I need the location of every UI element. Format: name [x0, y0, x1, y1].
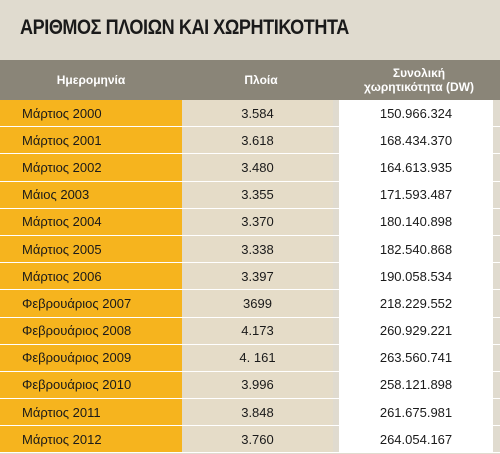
cell-date: Μάρτιος 2001	[0, 127, 182, 154]
cell-ships: 3.370	[182, 208, 333, 235]
table-row: Μάιος 2003 3.355 171.593.487	[0, 181, 500, 209]
cell-ships: 4. 161	[182, 344, 333, 371]
header-date: Ημερομηνία	[56, 73, 126, 87]
table-row: Μάρτιος 2011 3.848 261.675.981	[0, 399, 500, 427]
row-divider	[0, 180, 500, 182]
cell-date: Μάρτιος 2006	[0, 263, 182, 290]
row-divider	[0, 289, 500, 291]
cell-ships: 3.338	[182, 235, 333, 263]
table-row: Φεβρουάριος 2007 3699 218.229.552	[0, 290, 500, 318]
row-divider	[0, 316, 500, 318]
table-row: Μάρτιος 2002 3.480 164.613.935	[0, 154, 500, 182]
cell-ships: 3.760	[182, 426, 333, 453]
header-ships: Πλοία	[244, 73, 278, 87]
cell-ships: 4.173	[182, 317, 333, 344]
cell-capacity: 164.613.935	[339, 154, 493, 181]
cell-capacity: 168.434.370	[339, 127, 493, 154]
table-row: Μάρτιος 2005 3.338 182.540.868	[0, 235, 500, 264]
row-divider	[0, 234, 500, 236]
table-row: Μάρτιος 2006 3.397 190.058.534	[0, 263, 500, 291]
table-header: Ημερομηνία Πλοία Συνολική χωρητικότητα (…	[0, 60, 500, 100]
row-divider	[0, 262, 500, 264]
cell-ships: 3.996	[182, 371, 333, 399]
cell-date: Φεβρουάριος 2008	[0, 317, 182, 344]
row-divider	[0, 425, 500, 427]
cell-date: Μάρτιος 2002	[0, 154, 182, 181]
cell-date: Φεβρουάριος 2007	[0, 290, 182, 317]
row-divider	[0, 207, 500, 209]
cell-capacity: 264.054.167	[339, 426, 493, 453]
row-divider	[0, 343, 500, 345]
table-row: Φεβρουάριος 2008 4.173 260.929.221	[0, 317, 500, 345]
table-row: Μάρτιος 2012 3.760 264.054.167	[0, 426, 500, 454]
cell-capacity: 218.229.552	[339, 290, 493, 317]
cell-date: Μάρτιος 2012	[0, 426, 182, 453]
header-capacity: Συνολική χωρητικότητα (DW)	[340, 60, 498, 100]
table-row: Φεβρουάριος 2010 3.996 258.121.898	[0, 371, 500, 400]
table-row: Φεβρουάριος 2009 4. 161 263.560.741	[0, 344, 500, 372]
cell-date: Μάρτιος 2011	[0, 399, 182, 426]
cell-ships: 3.397	[182, 263, 333, 290]
cell-capacity: 263.560.741	[339, 344, 493, 371]
cell-capacity: 260.929.221	[339, 317, 493, 344]
cell-ships: 3.355	[182, 181, 333, 208]
cell-capacity: 171.593.487	[339, 181, 493, 208]
cell-capacity: 261.675.981	[339, 399, 493, 426]
cell-date: Φεβρουάριος 2010	[0, 371, 182, 399]
row-divider	[0, 126, 500, 128]
cell-capacity: 190.058.534	[339, 263, 493, 290]
table-row: Μάρτιος 2001 3.618 168.434.370	[0, 127, 500, 155]
table-row: Μάρτιος 2000 3.584 150.966.324	[0, 100, 500, 128]
row-divider	[0, 452, 500, 454]
table-body: Μάρτιος 2000 3.584 150.966.324 Μάρτιος 2001…	[0, 100, 500, 454]
cell-capacity: 258.121.898	[339, 371, 493, 399]
row-divider	[0, 153, 500, 155]
cell-ships: 3.480	[182, 154, 333, 181]
table-title: ΑΡΙΘΜΟΣ ΠΛΟΙΩΝ ΚΑΙ ΧΩΡΗΤΙΚΟΤΗΤΑ	[20, 16, 349, 39]
row-divider	[0, 398, 500, 400]
cell-date: Μάρτιος 2004	[0, 208, 182, 235]
cell-date: Μάρτιος 2000	[0, 100, 182, 127]
cell-ships: 3.848	[182, 399, 333, 426]
cell-ships: 3699	[182, 290, 333, 317]
cell-date: Μάρτιος 2005	[0, 235, 182, 263]
cell-date: Φεβρουάριος 2009	[0, 344, 182, 371]
cell-capacity: 182.540.868	[339, 235, 493, 263]
cell-capacity: 150.966.324	[339, 100, 493, 127]
cell-date: Μάιος 2003	[0, 181, 182, 208]
cell-ships: 3.584	[182, 100, 333, 127]
table-row: Μάρτιος 2004 3.370 180.140.898	[0, 208, 500, 236]
header-capacity-label: Συνολική χωρητικότητα (DW)	[364, 66, 474, 94]
cell-capacity: 180.140.898	[339, 208, 493, 235]
cell-ships: 3.618	[182, 127, 333, 154]
title-band: ΑΡΙΘΜΟΣ ΠΛΟΙΩΝ ΚΑΙ ΧΩΡΗΤΙΚΟΤΗΤΑ	[0, 0, 500, 60]
row-divider	[0, 370, 500, 372]
